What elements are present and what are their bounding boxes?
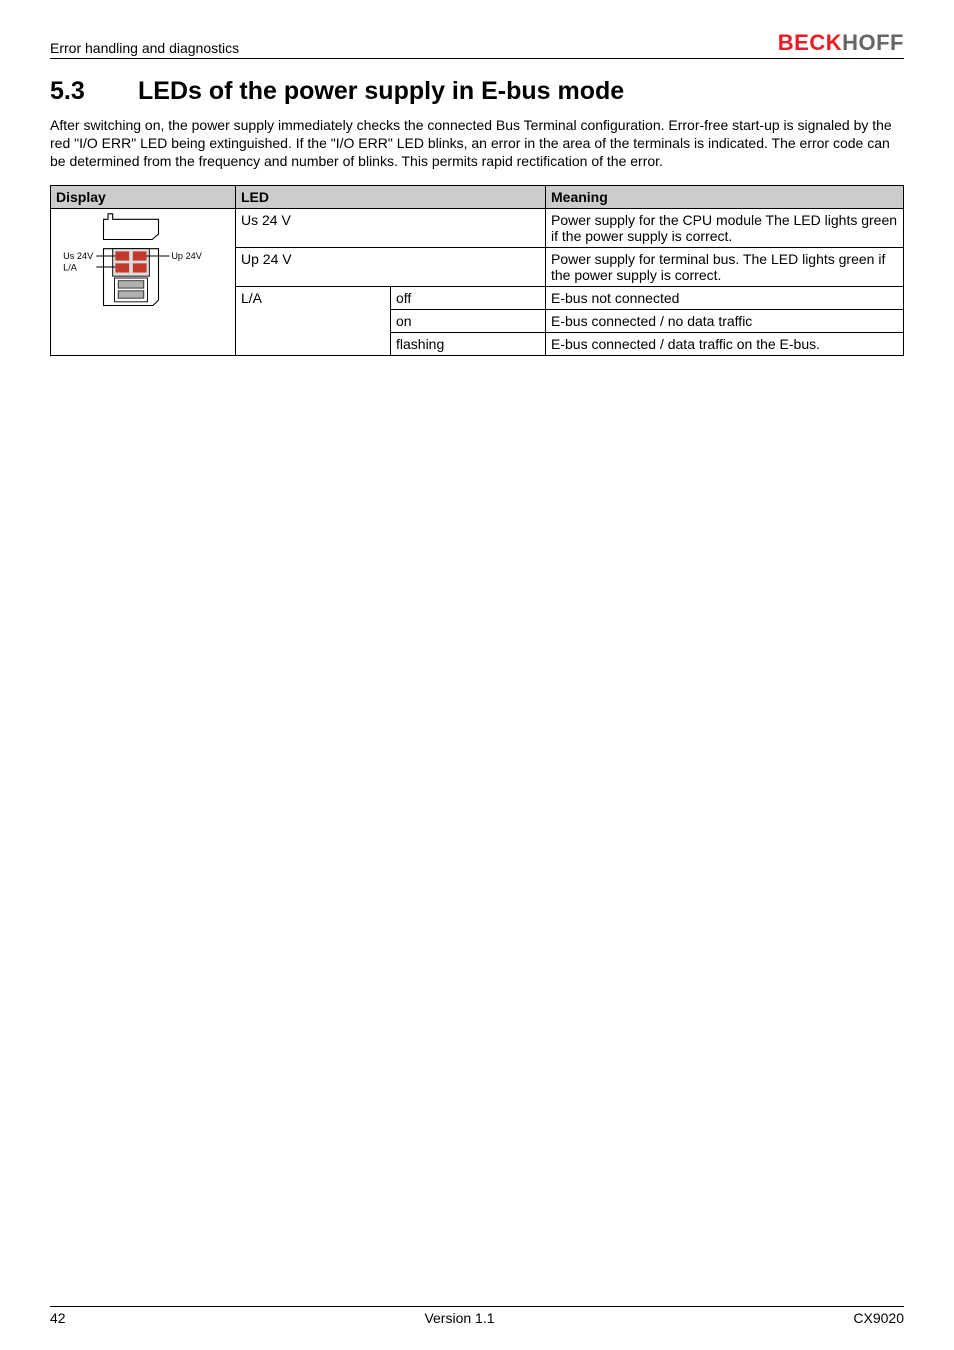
th-led: LED	[236, 185, 546, 208]
footer-page: 42	[50, 1310, 66, 1326]
led-cell: Up 24 V	[236, 247, 546, 286]
meaning-cell: E-bus connected / no data traffic	[546, 309, 904, 332]
led-cell: L/A	[236, 286, 391, 355]
meaning-cell: E-bus not connected	[546, 286, 904, 309]
table-header-row: Display LED Meaning	[51, 185, 904, 208]
brand-red: BECK	[778, 30, 842, 55]
section-title-text: LEDs of the power supply in E-bus mode	[138, 77, 624, 105]
state-cell: flashing	[391, 332, 546, 355]
power-supply-diagram: Us 24V L/A Up 24V	[56, 212, 206, 322]
intro-paragraph: After switching on, the power supply imm…	[50, 116, 904, 171]
label-la: L/A	[63, 262, 78, 272]
meaning-cell: E-bus connected / data traffic on the E-…	[546, 332, 904, 355]
label-up24v: Up 24V	[171, 250, 202, 260]
th-display: Display	[51, 185, 236, 208]
label-us24v: Us 24V	[63, 250, 94, 260]
section-heading: 5.3LEDs of the power supply in E-bus mod…	[50, 77, 904, 106]
brand-logo: BECKHOFF	[778, 30, 904, 56]
table-row: Us 24V L/A Up 24V Us 24 V Power supply f…	[51, 208, 904, 247]
header-section-name: Error handling and diagnostics	[50, 40, 239, 56]
page-footer: 42 Version 1.1 CX9020	[50, 1306, 904, 1326]
led-table: Display LED Meaning	[50, 185, 904, 356]
footer-version: Version 1.1	[424, 1310, 494, 1326]
th-meaning: Meaning	[546, 185, 904, 208]
section-number: 5.3	[50, 77, 138, 106]
page-header: Error handling and diagnostics BECKHOFF	[50, 30, 904, 59]
meaning-cell: Power supply for the CPU module The LED …	[546, 208, 904, 247]
led-cell: Us 24 V	[236, 208, 546, 247]
display-diagram-cell: Us 24V L/A Up 24V	[51, 208, 236, 355]
state-cell: off	[391, 286, 546, 309]
state-cell: on	[391, 309, 546, 332]
brand-grey: HOFF	[842, 30, 904, 55]
meaning-cell: Power supply for terminal bus. The LED l…	[546, 247, 904, 286]
footer-model: CX9020	[853, 1310, 904, 1326]
